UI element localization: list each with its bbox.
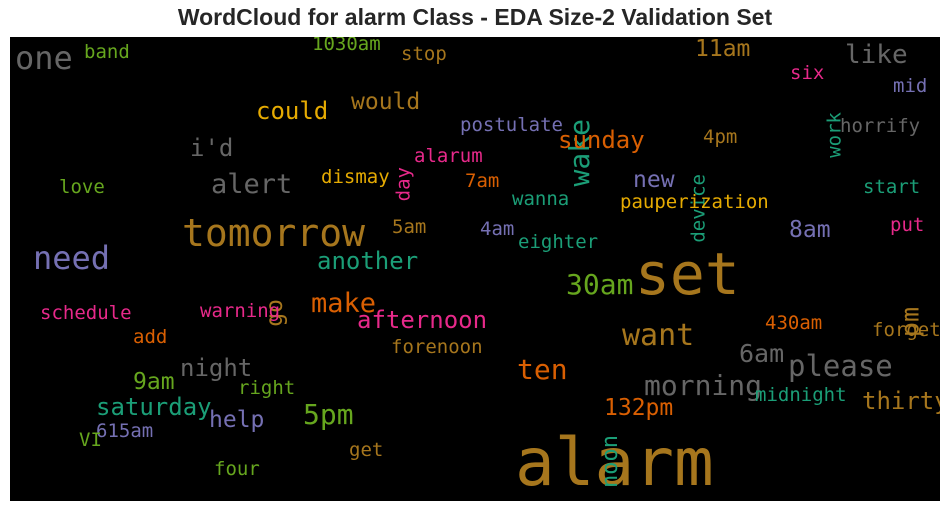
word-alarum: alarum xyxy=(414,145,483,167)
word-set: set xyxy=(635,240,740,308)
word-wake: wake xyxy=(563,119,596,186)
word-get: get xyxy=(349,439,383,461)
word-device: device xyxy=(688,174,710,243)
word-one: one xyxy=(15,39,73,77)
word-warning: warning xyxy=(200,300,280,322)
word-day: day xyxy=(393,167,415,201)
word-7am: 7am xyxy=(465,170,499,192)
word-afternoon: afternoon xyxy=(357,306,487,334)
word-please: please xyxy=(788,349,893,383)
word-schedule: schedule xyxy=(40,302,132,324)
word-ten: ten xyxy=(517,353,568,386)
word-5am: 5am xyxy=(392,216,426,238)
word-vi: VI xyxy=(79,429,102,451)
word-132pm: 132pm xyxy=(604,395,673,421)
word-thirty: thirty xyxy=(862,387,940,415)
chart-title: WordCloud for alarm Class - EDA Size-2 V… xyxy=(177,4,773,30)
word-dismay: dismay xyxy=(321,166,390,188)
word-forget: forget xyxy=(872,319,940,341)
word-like: like xyxy=(845,40,908,70)
word-put: put xyxy=(890,214,924,236)
word-would: would xyxy=(351,89,420,115)
word-9am: 9am xyxy=(133,369,175,395)
word-noon: noon xyxy=(598,435,623,488)
word-saturday: saturday xyxy=(96,393,212,421)
word-add: add xyxy=(133,326,167,348)
word-horrify: horrify xyxy=(840,115,920,137)
word-tomorrow: tomorrow xyxy=(182,211,365,255)
word-4pm: 4pm xyxy=(703,126,737,148)
word-start: start xyxy=(863,176,920,198)
word-wanna: wanna xyxy=(512,188,569,210)
word-alarm: alarm xyxy=(515,424,714,501)
word-eighter: eighter xyxy=(518,231,598,253)
word-alert: alert xyxy=(211,169,292,200)
word-4am: 4am xyxy=(480,218,514,240)
word-postulate: postulate xyxy=(460,114,563,136)
wordcloud-canvas: alarm set tomorrow need one want please wake lik… xyxy=(10,37,940,501)
word-right: right xyxy=(238,377,295,399)
word-11am: 11am xyxy=(695,37,750,62)
word-sunday: sunday xyxy=(558,126,645,154)
word-1030am: 1030am xyxy=(312,37,381,55)
word-night: night xyxy=(180,354,252,382)
word-could: could xyxy=(256,97,328,125)
word-go: go xyxy=(262,299,288,327)
word-need: need xyxy=(33,239,110,277)
word-make: make xyxy=(311,288,376,319)
word-8am: 8am xyxy=(789,217,831,243)
word-pauperization: pauperization xyxy=(620,191,769,213)
word-band: band xyxy=(84,41,130,63)
word-work: work xyxy=(824,111,846,157)
word-four: four xyxy=(214,458,260,480)
word-new: new xyxy=(633,167,675,193)
word-6am: 6am xyxy=(739,339,784,368)
word-pm: pm xyxy=(895,307,924,337)
word-5pm: 5pm xyxy=(303,398,354,431)
word-another: another xyxy=(317,247,418,275)
word-forenoon: forenoon xyxy=(391,336,483,358)
word-30am: 30am xyxy=(566,268,633,301)
word-morning: morning xyxy=(644,369,762,402)
word-help: help xyxy=(209,407,264,433)
word-stop: stop xyxy=(401,43,447,65)
word-430am: 430am xyxy=(765,312,822,334)
word-615am: 615am xyxy=(96,420,153,442)
word-midnight: midnight xyxy=(755,384,847,406)
word-i-d: i'd xyxy=(190,134,233,162)
word-love: love xyxy=(59,176,105,198)
word-mid: mid xyxy=(893,75,927,97)
word-want: want xyxy=(622,318,694,353)
word-six: six xyxy=(790,62,824,84)
